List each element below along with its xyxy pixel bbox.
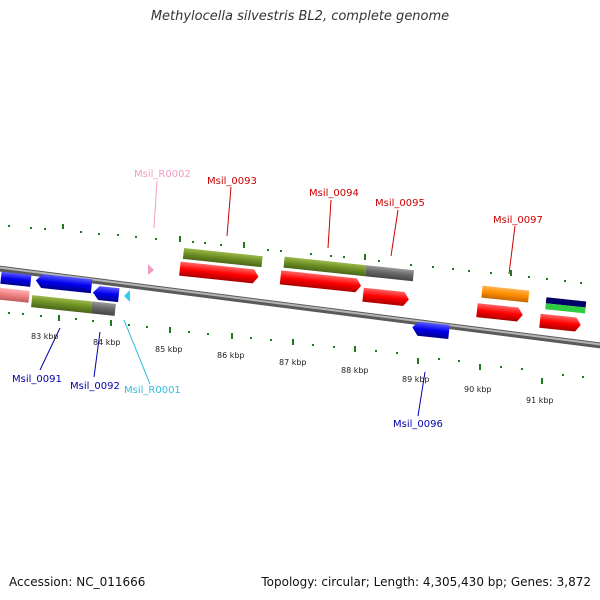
rrna-msil-r0002-bar	[148, 264, 154, 275]
gene-msil-0095-bar	[362, 287, 409, 306]
scale-labels: 83 kbp 84 kbp 85 kbp 86 kbp 87 kbp 88 kb…	[31, 332, 554, 405]
scale-label: 85 kbp	[155, 345, 183, 354]
gene-label-msil-r0001: Msil_R0001	[124, 385, 181, 396]
gene-msil-0096-bar	[412, 321, 450, 339]
gene-right-edge-features	[539, 297, 587, 332]
gene-msil-0093-bar	[179, 247, 263, 284]
gene-label-msil-0094: Msil_0094	[309, 188, 359, 199]
scale-label: 90 kbp	[464, 385, 492, 394]
outer-tick-track	[8, 224, 582, 284]
gene-label-msil-0091: Msil_0091	[12, 374, 62, 385]
label-leader-lines	[39, 180, 516, 417]
gene-label-msil-0093: Msil_0093	[207, 176, 257, 187]
reverse-strand-features	[0, 271, 450, 339]
scale-label: 91 kbp	[526, 396, 554, 405]
scale-label: 87 kbp	[279, 358, 307, 367]
gene-label-msil-0097: Msil_0097	[493, 215, 543, 226]
gene-label-msil-r0002: Msil_R0002	[134, 169, 191, 180]
gene-msil-0094-bar	[279, 256, 414, 293]
scale-label: 84 kbp	[93, 338, 121, 347]
forward-strand-features	[148, 247, 587, 332]
genome-summary-text: Topology: circular; Length: 4,305,430 bp…	[261, 575, 591, 589]
genome-title: Methylocella silvestris BL2, complete ge…	[150, 9, 450, 24]
gene-labels: Msil_R0002 Msil_0093 Msil_0094 Msil_0095…	[12, 169, 543, 430]
gene-label-msil-0092: Msil_0092	[70, 381, 120, 392]
scale-label: 88 kbp	[341, 366, 369, 375]
scale-label: 83 kbp	[31, 332, 59, 341]
scale-label: 89 kbp	[402, 375, 430, 384]
scale-tick-track	[8, 312, 584, 384]
genome-backbone	[0, 265, 600, 349]
accession-text: Accession: NC_011666	[9, 575, 146, 589]
gene-label-msil-0095: Msil_0095	[375, 198, 425, 209]
gene-label-msil-0096: Msil_0096	[393, 419, 443, 430]
scale-label: 86 kbp	[217, 351, 245, 360]
trna-msil-r0001-bar	[124, 290, 130, 302]
gene-msil-0097-bar	[476, 285, 530, 322]
